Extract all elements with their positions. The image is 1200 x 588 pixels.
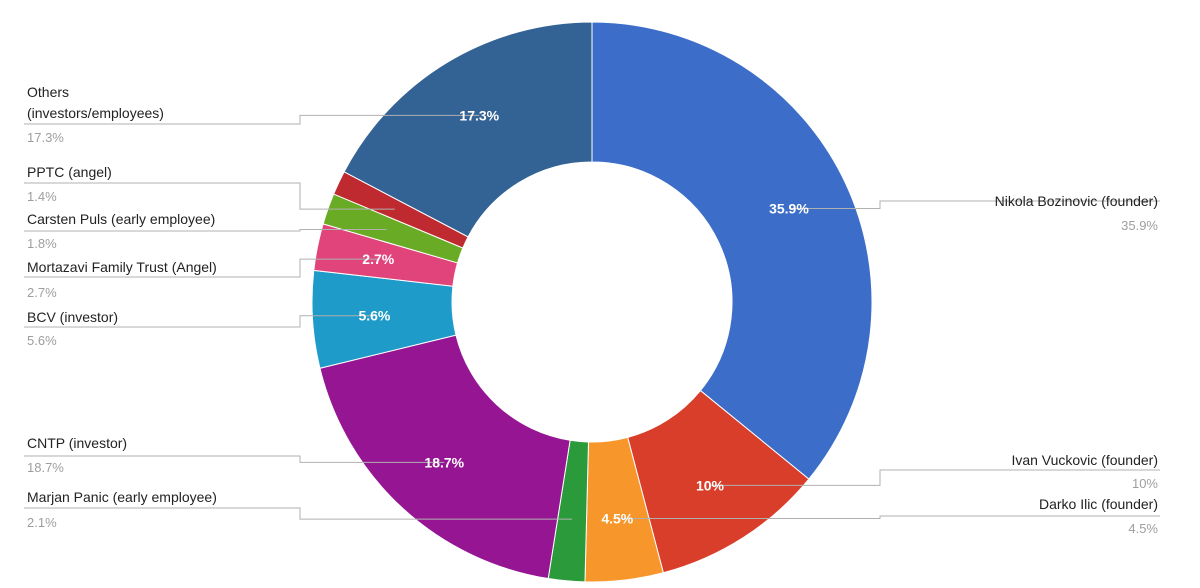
inner-labels-layer: 35.9% 10% 4.5% 18.7% 5.6% 2.7% 17.3%: [358, 107, 809, 526]
outer-pct-label-mortazavi-family-trust-angel: 2.7%: [27, 285, 57, 300]
outer-name-label-cntp-investor: CNTP (investor): [27, 435, 127, 451]
slices-layer: [311, 21, 873, 583]
outer-name-line-cntp-investor-1: CNTP (investor): [27, 435, 127, 451]
slice-nikola-bozinovic-founder: [591, 21, 873, 480]
inner-label-cntp-investor: 18.7%: [424, 454, 464, 470]
outer-name-label-bcv-investor: BCV (investor): [27, 309, 118, 325]
outer-name-label-others-investors-employees: Others (investors/employees): [27, 84, 164, 121]
outer-name-line-darko-ilic-founder-1: Darko Ilic (founder): [1039, 496, 1158, 512]
leader-line-nikola-bozinovic-founder: [788, 200, 1160, 210]
leader-line-pptc-angel: [24, 182, 395, 210]
outer-name-line-nikola-bozinovic-founder-1: Nikola Bozinovic (founder): [995, 193, 1158, 209]
inner-label-mortazavi-family-trust-angel: 2.7%: [362, 251, 394, 267]
outer-name-label-pptc-angel: PPTC (angel): [27, 164, 112, 180]
outer-pct-label-ivan-vuckovic-founder: 10%: [1132, 476, 1158, 491]
leader-line-bcv-investor: [24, 315, 375, 328]
slice-others-investors-employees: [343, 21, 593, 238]
outer-name-label-nikola-bozinovic-founder: Nikola Bozinovic (founder): [995, 193, 1158, 209]
leader-line-cntp-investor: [24, 455, 445, 463]
outer-pct-label-carsten-puls-early-employee: 1.8%: [27, 236, 57, 251]
leader-line-others-investors-employees: [24, 114, 480, 125]
outer-pct-label-marjan-panic-early-employee: 2.1%: [27, 515, 57, 530]
leader-lines-layer: [24, 114, 1160, 520]
outer-name-label-marjan-panic-early-employee: Marjan Panic (early employee): [27, 489, 217, 505]
outer-name-label-mortazavi-family-trust-angel: Mortazavi Family Trust (Angel): [27, 259, 217, 275]
outer-pct-label-darko-ilic-founder: 4.5%: [1128, 521, 1158, 536]
leader-line-ivan-vuckovic-founder: [709, 469, 1160, 486]
leader-line-carsten-puls-early-employee: [24, 228, 387, 232]
slice-cntp-investor: [319, 334, 571, 580]
leader-line-marjan-panic-early-employee: [24, 507, 573, 520]
outer-name-line-bcv-investor-1: BCV (investor): [27, 309, 118, 325]
outer-labels-layer: Nikola Bozinovic (founder) 35.9% Ivan Vuck…: [27, 84, 1158, 536]
outer-name-label-ivan-vuckovic-founder: Ivan Vuckovic (founder): [1011, 452, 1158, 468]
leader-line-mortazavi-family-trust-angel: [24, 258, 379, 278]
outer-pct-label-others-investors-employees: 17.3%: [27, 130, 64, 145]
outer-name-line-carsten-puls-early-employee-1: Carsten Puls (early employee): [27, 211, 215, 227]
inner-label-nikola-bozinovic-founder: 35.9%: [769, 201, 809, 217]
outer-pct-label-bcv-investor: 5.6%: [27, 333, 57, 348]
outer-name-line-others-investors-employees-1: Others: [27, 84, 69, 100]
outer-name-label-darko-ilic-founder: Darko Ilic (founder): [1039, 496, 1158, 512]
outer-name-line-marjan-panic-early-employee-1: Marjan Panic (early employee): [27, 489, 217, 505]
inner-label-ivan-vuckovic-founder: 10%: [696, 477, 725, 493]
outer-name-label-carsten-puls-early-employee: Carsten Puls (early employee): [27, 211, 215, 227]
outer-name-line-pptc-angel-1: PPTC (angel): [27, 164, 112, 180]
inner-label-others-investors-employees: 17.3%: [459, 107, 499, 123]
outer-pct-label-cntp-investor: 18.7%: [27, 460, 64, 475]
leader-line-darko-ilic-founder: [617, 515, 1160, 520]
outer-pct-label-nikola-bozinovic-founder: 35.9%: [1121, 218, 1158, 233]
outer-name-line-mortazavi-family-trust-angel-1: Mortazavi Family Trust (Angel): [27, 259, 217, 275]
outer-name-line-others-investors-employees-2: (investors/employees): [27, 105, 164, 121]
outer-name-line-ivan-vuckovic-founder-1: Ivan Vuckovic (founder): [1011, 452, 1158, 468]
inner-label-bcv-investor: 5.6%: [358, 308, 390, 324]
inner-label-darko-ilic-founder: 4.5%: [601, 511, 633, 527]
outer-pct-label-pptc-angel: 1.4%: [27, 189, 57, 204]
